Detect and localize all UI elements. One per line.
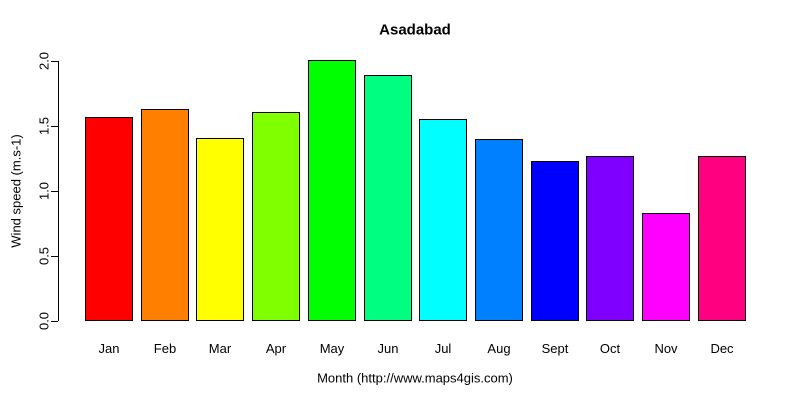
x-axis-title: Month (http://www.maps4gis.com) (317, 370, 513, 386)
x-tick-label-jul: Jul (434, 341, 452, 356)
x-tick-label-apr: Apr (265, 341, 287, 356)
bar-jun (364, 75, 412, 321)
y-tick-label: 1.5 (36, 116, 52, 136)
y-tick-label: 2.0 (36, 51, 52, 71)
bar-jan (85, 117, 133, 321)
y-axis-title: Wind speed (m.s-1) (8, 134, 24, 248)
bar-aug (475, 139, 523, 321)
y-tick-label: 0.5 (36, 246, 52, 266)
bar-feb (141, 109, 189, 321)
bar-mar (196, 138, 244, 321)
x-tick-label-jun: Jun (377, 341, 399, 356)
x-tick-label-sept: Sept (541, 341, 569, 356)
x-tick-label-feb: Feb (153, 341, 177, 356)
x-tick-label-dec: Dec (710, 341, 734, 356)
chart-title: Asadabad (379, 21, 451, 39)
x-tick-label-nov: Nov (654, 341, 678, 356)
x-tick-label-mar: Mar (208, 341, 232, 356)
x-tick-label-oct: Oct (599, 341, 621, 356)
y-tick-label: 0.0 (36, 311, 52, 331)
y-tick-mark (51, 191, 58, 192)
y-tick-label: 1.0 (36, 181, 52, 201)
bar-sept (531, 161, 579, 321)
x-tick-label-may: May (319, 341, 345, 356)
bar-may (308, 60, 356, 321)
bar-nov (642, 213, 690, 321)
x-tick-label-jan: Jan (98, 341, 120, 356)
y-axis-line (58, 61, 59, 321)
bar-dec (698, 156, 746, 321)
y-tick-mark (51, 126, 58, 127)
y-tick-mark (51, 61, 58, 62)
bar-apr (252, 112, 300, 321)
bar-jul (419, 119, 467, 321)
y-tick-mark (51, 256, 58, 257)
y-tick-mark (51, 321, 58, 322)
bar-oct (586, 156, 634, 321)
x-tick-label-aug: Aug (487, 341, 511, 356)
